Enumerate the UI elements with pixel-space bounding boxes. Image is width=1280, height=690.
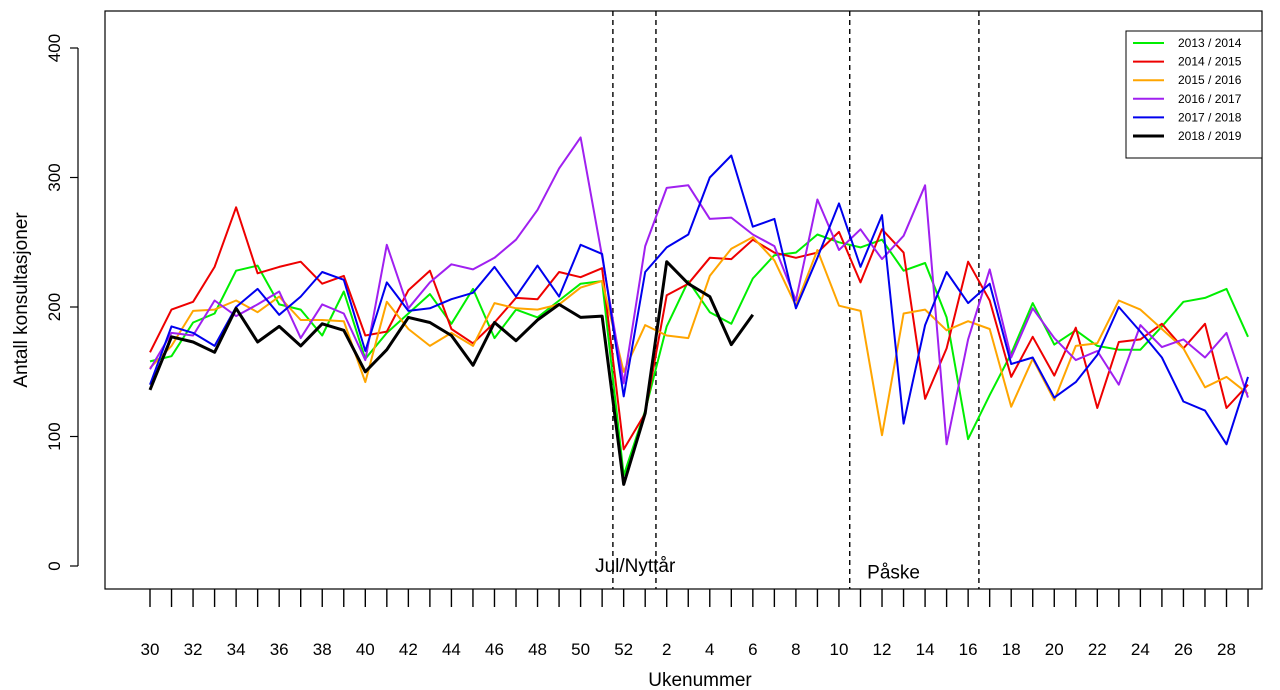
- x-tick-label: 36: [270, 640, 289, 659]
- y-axis: 0 100 200 300 400: [45, 34, 79, 571]
- x-tick-label: 4: [705, 640, 714, 659]
- y-tick-label: 300: [45, 163, 64, 191]
- x-tick-label: 34: [227, 640, 246, 659]
- x-tick-label: 30: [141, 640, 160, 659]
- x-tick-label: 26: [1174, 640, 1193, 659]
- x-axis: 30 32 34 36 38 40 42 44 46 48 50 52 2 4 6 8 10 12 14 16 18 20…: [141, 589, 1249, 659]
- x-tick-label: 8: [791, 640, 800, 659]
- x-tick-label: 18: [1002, 640, 1021, 659]
- x-tick-label: 32: [184, 640, 203, 659]
- holiday-markers: [612, 11, 980, 589]
- x-tick-label: 22: [1088, 640, 1107, 659]
- x-tick-label: 38: [313, 640, 332, 659]
- x-tick-label: 20: [1045, 640, 1064, 659]
- x-tick-label: 12: [873, 640, 892, 659]
- x-tick-label: 2: [662, 640, 671, 659]
- annotation-label: Påske: [867, 562, 920, 583]
- plot-frame: [104, 10, 1263, 590]
- legend-entry: 2018 / 2019: [1178, 129, 1242, 143]
- annotation-label: Jul/Nyttår: [595, 556, 676, 577]
- series-line-3: [149, 236, 1249, 437]
- series-line-1: [149, 233, 1249, 477]
- y-tick-label: 200: [45, 293, 64, 321]
- x-tick-label: 24: [1131, 640, 1150, 659]
- y-tick-label: 400: [45, 34, 64, 62]
- x-tick-label: 40: [356, 640, 375, 659]
- x-axis-title: Ukenummer: [648, 670, 752, 690]
- x-tick-label: 10: [829, 640, 848, 659]
- x-tick-label: 46: [485, 640, 504, 659]
- x-tick-label: 42: [399, 640, 418, 659]
- legend-entry: 2016 / 2017: [1178, 92, 1242, 106]
- legend-entry: 2014 / 2015: [1178, 55, 1242, 69]
- y-tick-label: 100: [45, 422, 64, 450]
- x-tick-label: 28: [1217, 640, 1236, 659]
- y-tick-label: 0: [45, 561, 64, 570]
- x-tick-label: 48: [528, 640, 547, 659]
- x-tick-label: 50: [571, 640, 590, 659]
- x-tick-label: 52: [614, 640, 633, 659]
- x-tick-label: 14: [916, 640, 935, 659]
- y-axis-title: Antall konsultasjoner: [11, 212, 32, 388]
- x-tick-label: 16: [959, 640, 978, 659]
- legend: 2013 / 2014 2014 / 2015 2015 / 2016 2016 / …: [1125, 30, 1263, 159]
- x-tick-label: 6: [748, 640, 757, 659]
- series-line-6: [148, 260, 755, 486]
- series-line-2: [149, 206, 1249, 451]
- series-line-4: [149, 136, 1249, 446]
- series-layer: [148, 136, 1249, 486]
- legend-entry: 2017 / 2018: [1178, 110, 1242, 124]
- annotations: Jul/Nyttår Påske: [595, 556, 920, 583]
- legend-entry: 2015 / 2016: [1178, 73, 1242, 87]
- legend-entry: 2013 / 2014: [1178, 36, 1242, 50]
- x-tick-label: 44: [442, 640, 461, 659]
- series-line-5: [149, 154, 1249, 446]
